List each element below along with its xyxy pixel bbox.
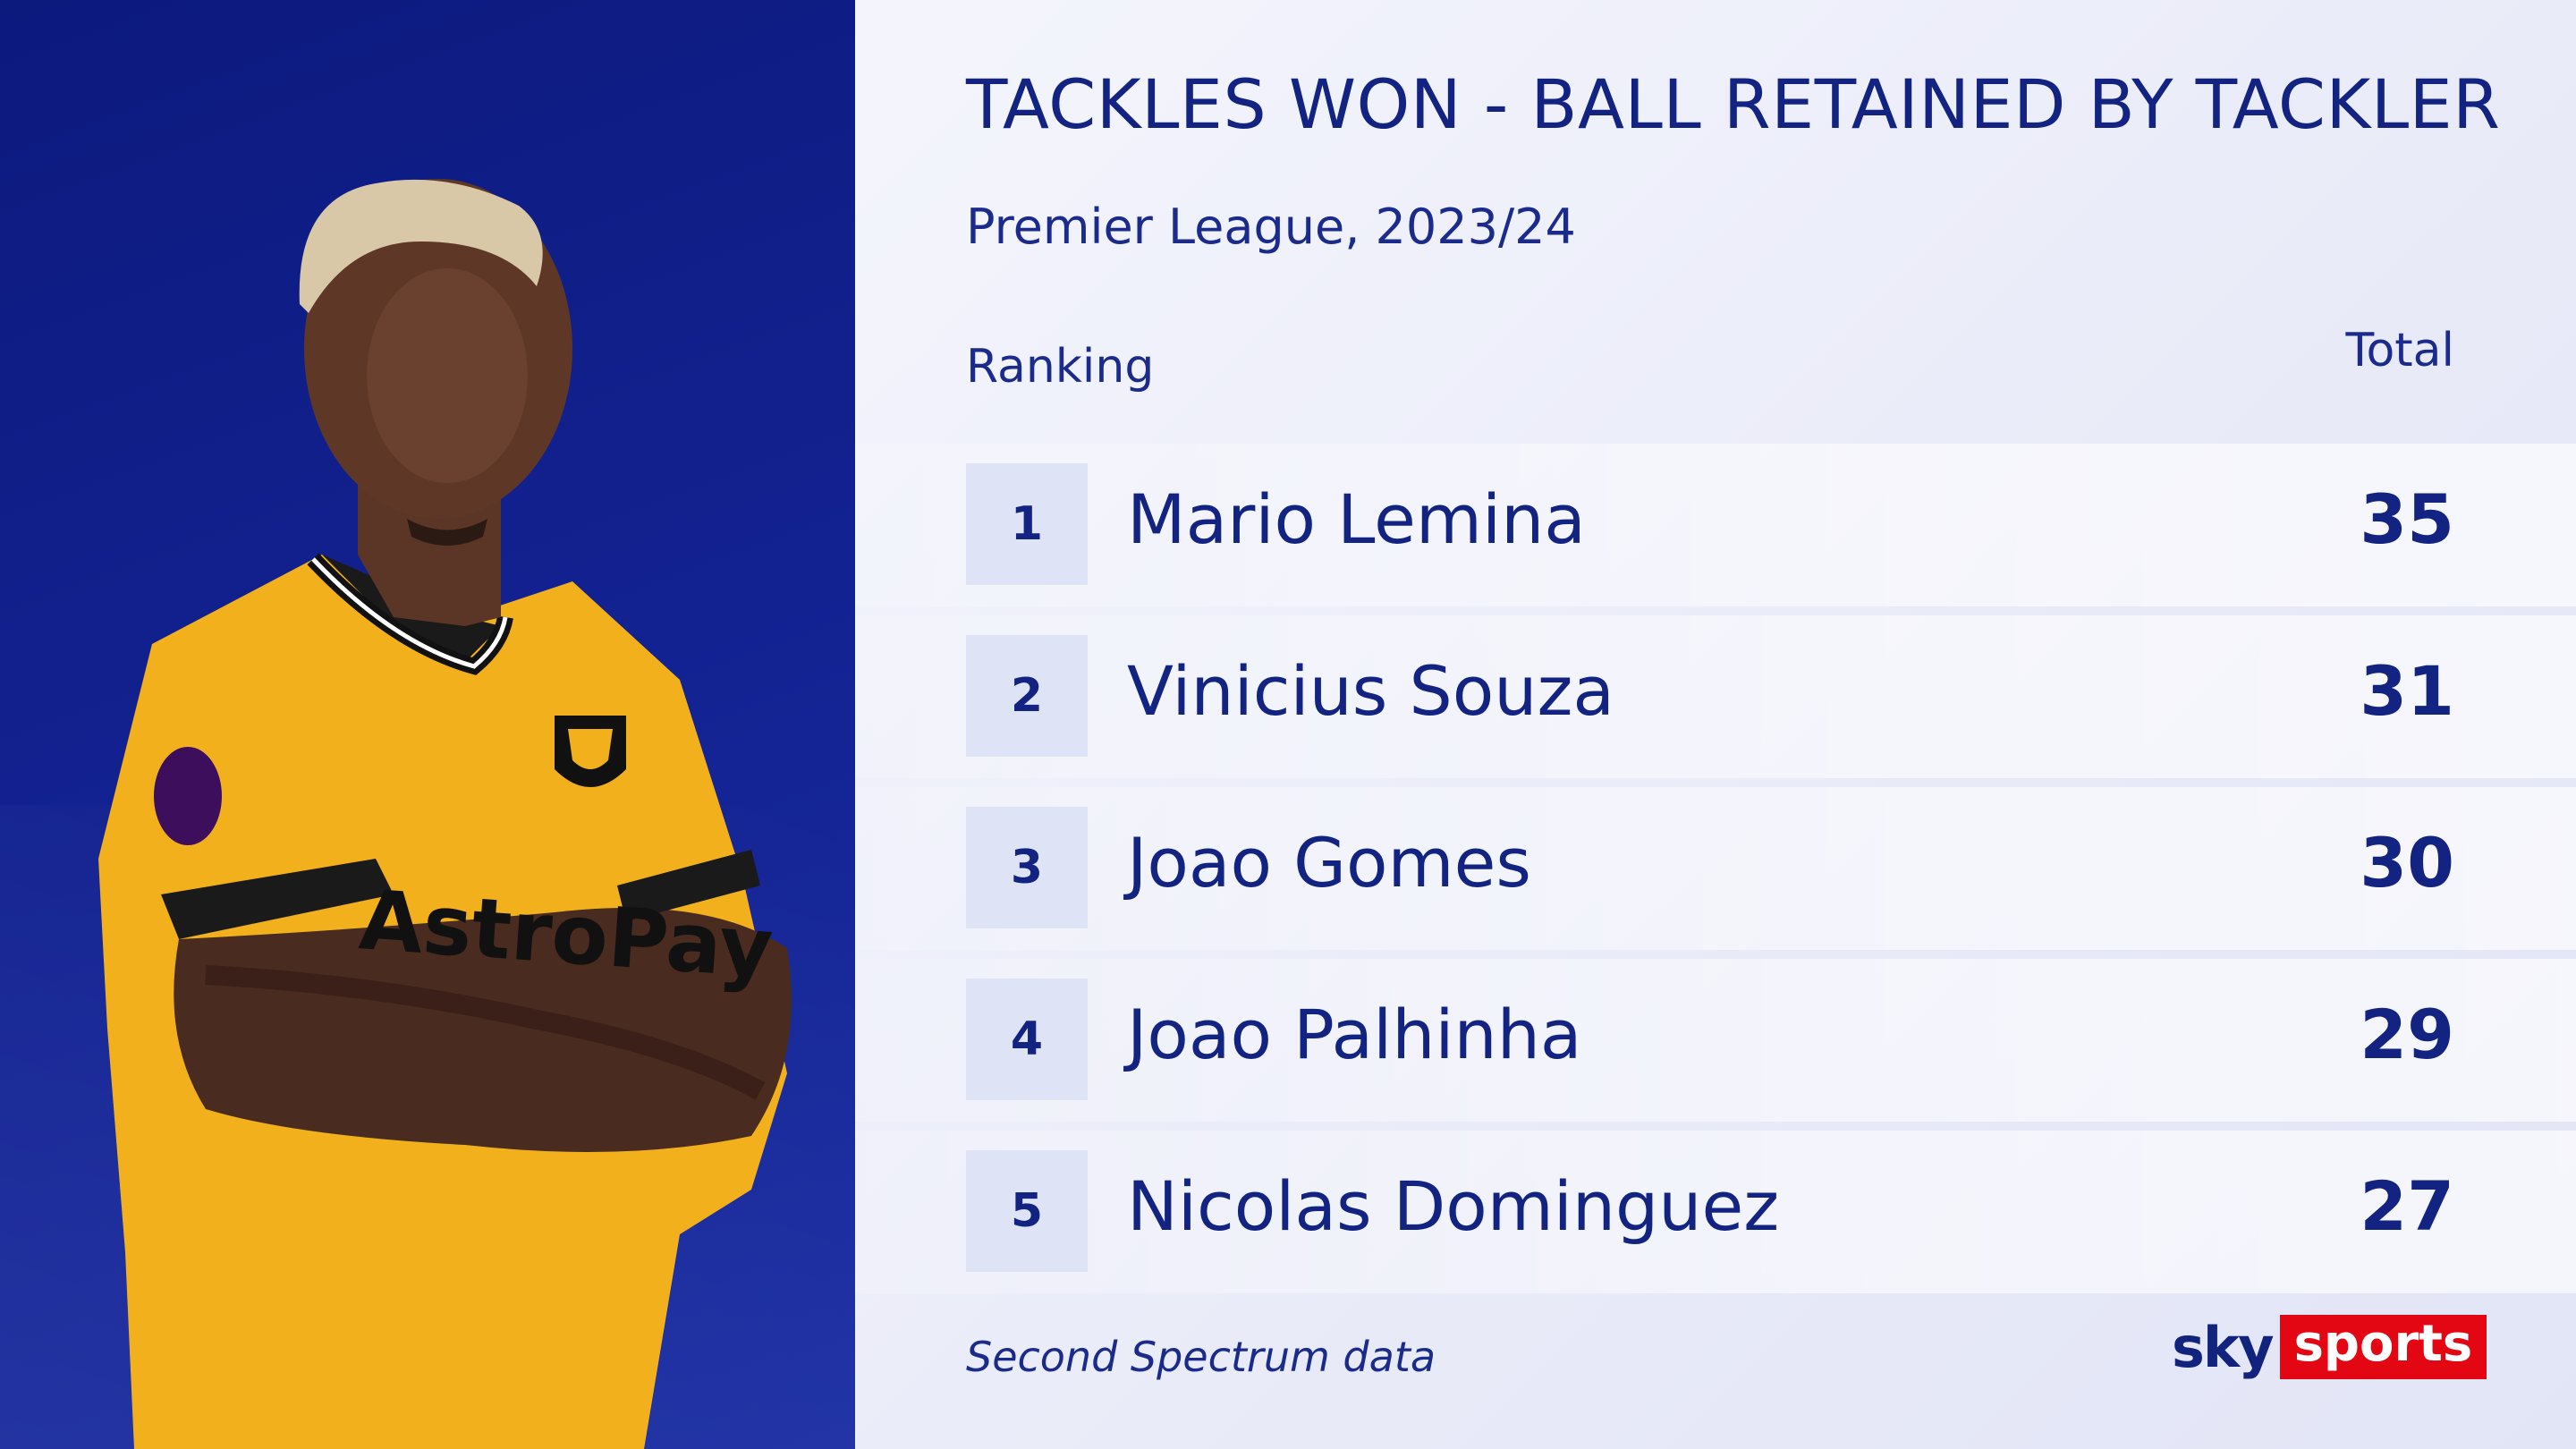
column-header-ranking: Ranking	[966, 340, 1155, 394]
sky-sports-logo: sky sports	[2172, 1314, 2487, 1380]
table-row: 4 Joao Palhinha 29	[855, 959, 2576, 1122]
player-photo-panel: AstroPay	[0, 0, 855, 1449]
data-source-note: Second Spectrum data	[966, 1333, 1436, 1381]
player-total: 27	[2360, 1166, 2454, 1246]
table-row: 3 Joao Gomes 30	[855, 787, 2576, 950]
player-total: 30	[2360, 823, 2454, 902]
rank-badge: 2	[966, 635, 1088, 757]
player-photo: AstroPay	[98, 179, 792, 1449]
table-row: 1 Mario Lemina 35	[855, 444, 2576, 606]
player-total: 29	[2360, 995, 2454, 1074]
player-name: Mario Lemina	[1127, 479, 1586, 559]
column-header-total: Total	[2345, 324, 2454, 377]
table-row: 5 Nicolas Dominguez 27	[855, 1131, 2576, 1293]
ranking-table: 1 Mario Lemina 35 2 Vinicius Souza 31 3 …	[855, 444, 2576, 1302]
rank-badge: 5	[966, 1150, 1088, 1272]
player-total: 31	[2360, 651, 2454, 731]
page-title: TACKLES WON - BALL RETAINED BY TACKLER	[966, 64, 2501, 144]
player-name: Nicolas Dominguez	[1127, 1166, 1780, 1246]
logo-sky-text: sky	[2172, 1314, 2275, 1380]
player-name: Joao Gomes	[1127, 823, 1531, 902]
table-row: 2 Vinicius Souza 31	[855, 615, 2576, 778]
rank-badge: 4	[966, 979, 1088, 1100]
rank-badge: 3	[966, 807, 1088, 928]
player-total: 35	[2360, 479, 2454, 559]
player-name: Vinicius Souza	[1127, 651, 1614, 731]
logo-sports-text: sports	[2279, 1315, 2487, 1379]
player-name: Joao Palhinha	[1127, 995, 1582, 1074]
rank-badge: 1	[966, 463, 1088, 585]
page-subtitle: Premier League, 2023/24	[966, 199, 1576, 255]
